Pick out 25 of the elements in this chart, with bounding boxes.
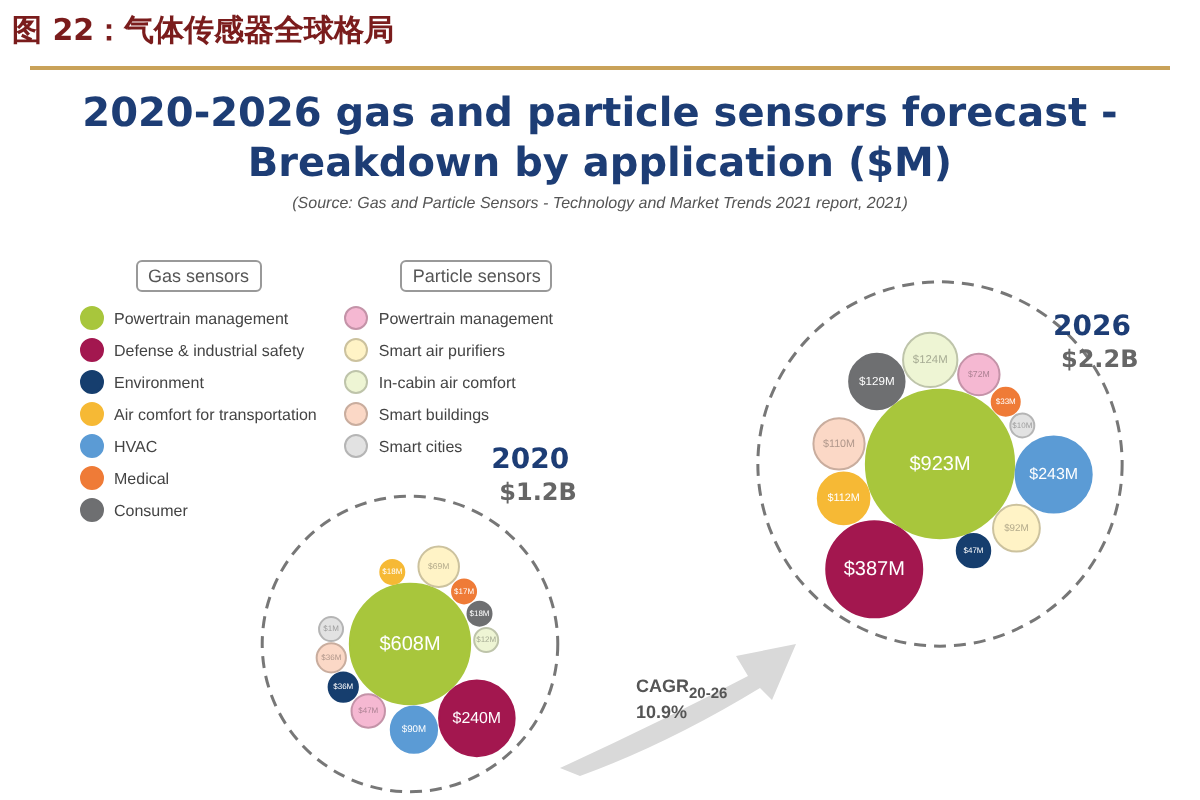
legend-label: Consumer xyxy=(114,501,188,519)
legend-label: Defense & industrial safety xyxy=(114,341,305,359)
category-label: 2026 xyxy=(1052,311,1131,344)
legend-label: Powertrain management xyxy=(378,309,554,327)
legend-label: HVAC xyxy=(114,437,158,455)
legend-label: Powertrain management xyxy=(114,309,289,327)
legend-label: Smart buildings xyxy=(378,405,490,423)
text: (Source: Gas and Particle Sensors - Technology and Market Trends 2021 report, 2021) xyxy=(290,194,910,212)
legend-label: Smart cities xyxy=(378,437,463,455)
text: $2.2B xyxy=(1060,345,1139,374)
legend-label: Environment xyxy=(114,373,204,391)
text: CAGR$_{20-26}$ 10.9% xyxy=(636,676,728,722)
category-label: 2020 xyxy=(491,444,570,477)
data-label: $608M xyxy=(379,633,441,656)
text: Gas sensors xyxy=(136,260,262,292)
legend-label: Air comfort for transportation xyxy=(114,405,317,423)
data-label: $387M xyxy=(843,558,905,581)
text: $1.2B xyxy=(499,478,577,507)
legend-label: In-cabin air comfort xyxy=(378,373,516,391)
text: Particle sensors xyxy=(400,260,553,292)
legend-label: Smart air purifiers xyxy=(378,341,505,359)
caption: 图 22：气体传感器全球格局 xyxy=(12,12,395,50)
text: 2020-2026 gas and particle sensors forecast - Breakdown by application ($M) xyxy=(80,88,1120,188)
legend-label: Medical xyxy=(114,469,170,487)
data-label: $923M xyxy=(909,453,971,476)
